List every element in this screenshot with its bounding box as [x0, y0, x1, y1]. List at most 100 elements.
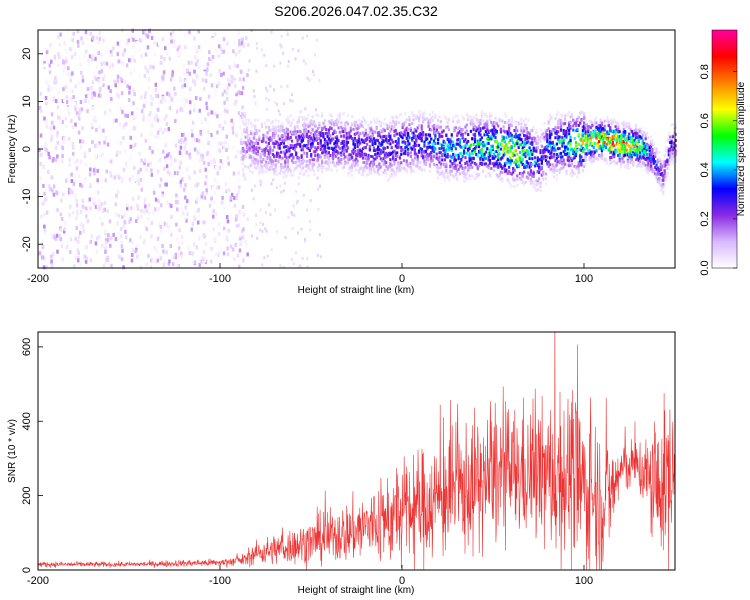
spectrogram-cell: [251, 188, 254, 192]
spectrogram-cell: [669, 156, 672, 160]
snr-y-tick-label: 0: [21, 567, 33, 573]
spectrogram-cell: [227, 188, 231, 193]
spectrogram-cell: [506, 149, 509, 153]
spectrogram-cell: [69, 189, 72, 194]
spectrogram-cell: [561, 155, 564, 159]
spectrogram-cell: [255, 147, 258, 151]
spectrogram-cell: [486, 137, 489, 141]
spectrogram-cell: [648, 148, 651, 152]
spectrogram-cell: [58, 265, 62, 270]
spectrogram-cell: [633, 129, 636, 133]
spectrogram-cell: [247, 147, 250, 151]
spectrogram-cell: [479, 129, 482, 133]
spectrogram-cell: [271, 120, 275, 124]
spectrogram-cell: [394, 122, 397, 126]
spectrogram-cell: [197, 65, 201, 70]
spectrogram-cell: [153, 117, 157, 122]
spectrogram-cell: [140, 158, 143, 163]
spectrogram-cell: [423, 162, 426, 166]
spectrogram-cell: [274, 130, 277, 134]
spectrogram-cell: [624, 148, 627, 152]
spectrogram-cell: [497, 153, 500, 157]
spectrogram-cell: [355, 126, 358, 130]
spectrogram-cell: [618, 159, 621, 163]
spectrogram-cell: [396, 169, 399, 173]
spectrogram-cell: [183, 97, 186, 102]
spectrogram-cell: [90, 122, 94, 127]
spectrogram-cell: [546, 133, 549, 137]
spectrogram-cell: [64, 85, 68, 90]
spectrogram-cell: [225, 134, 229, 139]
spectrogram-cell: [351, 165, 354, 169]
spectrogram-cell: [205, 188, 208, 193]
spectrogram-cell: [303, 126, 306, 130]
spectrogram-cell: [400, 167, 403, 171]
spectrogram-cell: [88, 148, 91, 153]
spectrogram-cell: [207, 161, 210, 166]
spectrogram-cell: [432, 129, 436, 133]
spectrogram-cell: [267, 128, 270, 132]
spectrogram-cell: [295, 160, 298, 164]
spectrogram-cell: [338, 117, 341, 121]
spectrogram-cell: [495, 150, 498, 154]
spectrogram-cell: [222, 143, 225, 148]
spectrogram-cell: [104, 249, 107, 254]
spectrogram-cell: [307, 130, 310, 134]
spectrogram-cell: [580, 163, 583, 167]
spectrogram-cell: [366, 173, 369, 177]
spectrogram-cell: [424, 117, 427, 121]
spectrogram-cell: [673, 131, 676, 135]
spectrogram-cell: [503, 163, 507, 167]
spectrogram-cell: [493, 126, 496, 130]
spectrogram-cell: [536, 170, 539, 174]
spectrogram-cell: [269, 138, 272, 142]
spectrogram-cell: [611, 144, 614, 148]
spectrogram-cell: [142, 117, 145, 122]
spectrogram-cell: [273, 135, 276, 139]
spectrogram-cell: [267, 168, 270, 172]
spectrogram-cell: [486, 122, 489, 126]
spectrogram-cell: [193, 260, 196, 265]
spectrogram-cell: [319, 131, 322, 135]
spectrogram-cell: [319, 166, 322, 170]
spectrogram-cell: [591, 150, 594, 154]
spectrogram-cell: [539, 135, 542, 139]
spectrogram-cell: [501, 156, 504, 160]
spectrogram-cell: [270, 121, 273, 125]
spectrogram-cell: [45, 101, 48, 106]
spectrogram-cell: [357, 169, 361, 173]
spectrogram-cell: [76, 209, 79, 214]
spectrogram-cell: [416, 134, 419, 138]
spectrogram-cell: [321, 170, 324, 174]
spectrogram-cell: [289, 98, 292, 102]
spectrogram-cell: [553, 166, 556, 170]
spectrogram-cell: [154, 87, 158, 92]
spectrogram-cell: [404, 130, 407, 134]
spectrogram-cell: [236, 134, 240, 139]
spectrogram-cell: [645, 142, 649, 146]
spectrogram-cell: [447, 140, 451, 144]
spectrogram-cell: [563, 148, 567, 152]
spectrogram-cell: [193, 55, 197, 60]
spectrogram-cell: [254, 132, 257, 136]
spectrogram-cell: [140, 95, 143, 100]
spectrogram-cell: [180, 206, 183, 211]
spectrogram-cell: [61, 146, 65, 151]
spectrogram-cell: [469, 157, 472, 161]
spectrogram-cell: [588, 125, 591, 129]
spectrogram-cell: [558, 135, 561, 139]
spectrogram-cell: [74, 106, 77, 111]
spectrogram-cell: [505, 151, 508, 155]
spectrogram-cell: [266, 89, 269, 93]
spectrogram-cell: [327, 151, 331, 155]
spectrogram-cell: [502, 129, 505, 133]
spectrogram-cell: [555, 156, 558, 160]
spectrogram-cell: [426, 147, 429, 151]
spectrogram-y-tick-label: -20: [21, 236, 33, 252]
spectrogram-cell: [340, 125, 343, 129]
spectrogram-cell: [270, 161, 273, 165]
spectrogram-cell: [553, 146, 556, 150]
spectrogram-cell: [468, 159, 471, 163]
spectrogram-cell: [38, 106, 42, 111]
